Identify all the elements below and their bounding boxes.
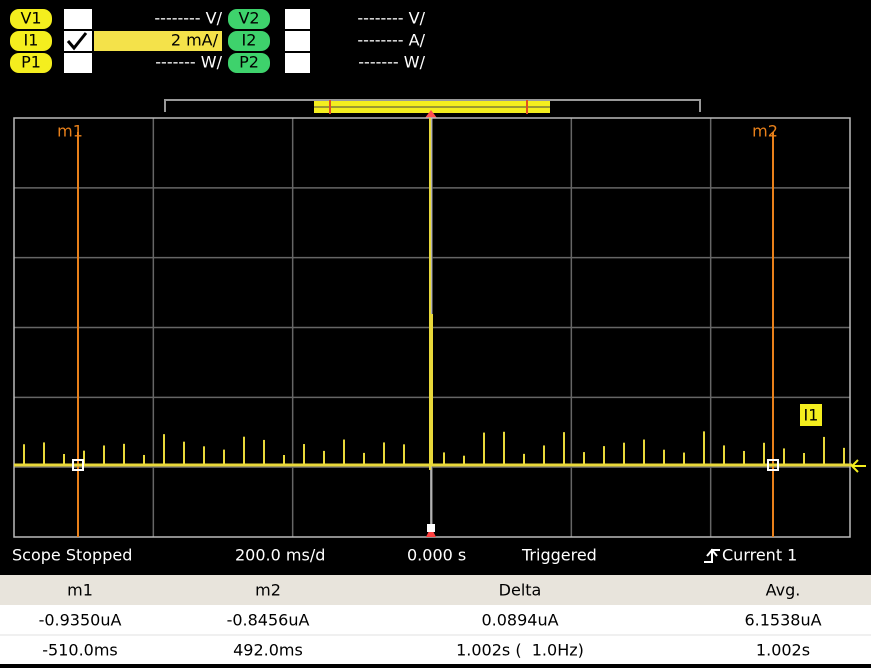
p1-checkbox[interactable] xyxy=(64,53,92,73)
check-mark xyxy=(66,32,88,51)
p2-scale: ------- W/ xyxy=(358,53,425,72)
m2-point xyxy=(767,459,779,471)
status-source: Current 1 xyxy=(722,546,797,565)
status-offset: 0.000 s xyxy=(407,546,466,565)
record-bar xyxy=(164,99,701,118)
table-cell: 6.1538uA xyxy=(744,611,821,630)
p1-scale: ------- W/ xyxy=(155,53,222,72)
table-header-cell: m1 xyxy=(67,581,93,600)
v1-label: V1 xyxy=(20,9,41,28)
table-cell: 1.002s xyxy=(756,641,810,660)
v2-scale: -------- V/ xyxy=(357,9,425,28)
v1-pill[interactable] xyxy=(10,9,52,29)
m1-label: m1 xyxy=(57,122,83,141)
table-header-cell: Avg. xyxy=(766,581,801,600)
p1-label: P1 xyxy=(21,53,41,72)
record-extent xyxy=(164,99,701,112)
table-header xyxy=(0,575,871,605)
table-header-cell: m2 xyxy=(255,581,281,600)
i2-checkbox[interactable] xyxy=(285,31,310,51)
i2-pill[interactable] xyxy=(228,31,270,51)
i1-scale-box[interactable] xyxy=(94,31,222,51)
status-state: Scope Stopped xyxy=(12,546,132,565)
table-header-cell: Delta xyxy=(499,581,542,600)
status-trigger: Triggered xyxy=(521,546,597,565)
trigger-pos xyxy=(425,110,437,118)
table-cell: -0.8456uA xyxy=(227,611,310,630)
i2-scale: -------- A/ xyxy=(357,31,425,50)
status-timebase: 200.0 ms/d xyxy=(235,546,325,565)
p2-checkbox[interactable] xyxy=(285,53,310,73)
trace-tag-label: I1 xyxy=(804,406,819,425)
p1-pill[interactable] xyxy=(10,53,52,73)
measurement-table: m1 m2 Delta Avg. -0.9350uA -0.8456uA 0.0894uA 6… xyxy=(39,581,822,660)
p2-pill[interactable] xyxy=(228,53,270,73)
m2-label: m2 xyxy=(752,122,778,141)
i1-label: I1 xyxy=(24,31,39,50)
table-cell: 492.0ms xyxy=(233,641,303,660)
background xyxy=(0,0,871,575)
v1-checkbox[interactable] xyxy=(64,9,92,29)
i2-label: I2 xyxy=(242,31,257,50)
table-cell: -0.9350uA xyxy=(39,611,122,630)
table-cell: 0.0894uA xyxy=(481,611,558,630)
i1-scale: 2 mA/ xyxy=(171,31,219,50)
v1-scale: -------- V/ xyxy=(154,9,222,28)
table-cell: -510.0ms xyxy=(42,641,118,660)
edge-icon xyxy=(704,548,720,563)
v2-pill[interactable] xyxy=(228,9,270,29)
channel-panel: V1 -------- V/ V2 -------- V/ I1 2 mA/ I… xyxy=(10,9,426,73)
trace-tag xyxy=(800,404,822,426)
p2-label: P2 xyxy=(239,53,259,72)
m1-point xyxy=(72,459,84,471)
trace xyxy=(14,118,852,470)
ground-ref xyxy=(850,459,866,473)
status-bar: Scope Stopped 200.0 ms/d 0.000 s Trigger… xyxy=(12,546,797,565)
v2-checkbox[interactable] xyxy=(285,9,310,29)
v2-label: V2 xyxy=(238,9,259,28)
i1-pill[interactable] xyxy=(10,31,52,51)
trigger-box xyxy=(427,524,435,532)
table-cell: 1.002s ( 1.0Hz) xyxy=(456,641,584,660)
